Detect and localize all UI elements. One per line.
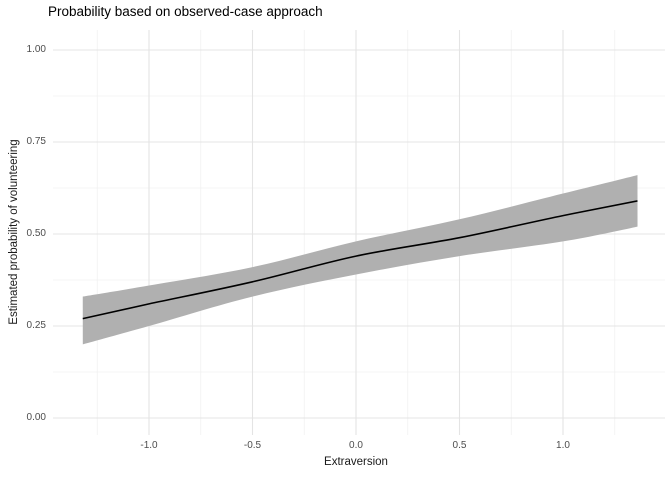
y-tick-label: 1.00 bbox=[26, 44, 46, 55]
y-tick-label: 0.50 bbox=[26, 228, 46, 239]
x-tick-label: 0.5 bbox=[452, 440, 467, 451]
x-tick-label: -1.0 bbox=[140, 440, 158, 451]
fit-line bbox=[82, 200, 638, 320]
x-tick-label: 0.0 bbox=[349, 440, 363, 451]
y-tick-label: 0.75 bbox=[26, 136, 46, 147]
y-tick-label: 0.25 bbox=[26, 320, 46, 331]
confidence-ribbon bbox=[82, 175, 638, 345]
y-tick-label: 0.00 bbox=[26, 412, 46, 423]
x-axis-title: Extraversion bbox=[324, 456, 388, 468]
plot-title: Probability based on observed-case appro… bbox=[48, 4, 323, 19]
x-tick-label: 1.0 bbox=[556, 440, 570, 451]
x-tick-label: -0.5 bbox=[243, 440, 262, 451]
